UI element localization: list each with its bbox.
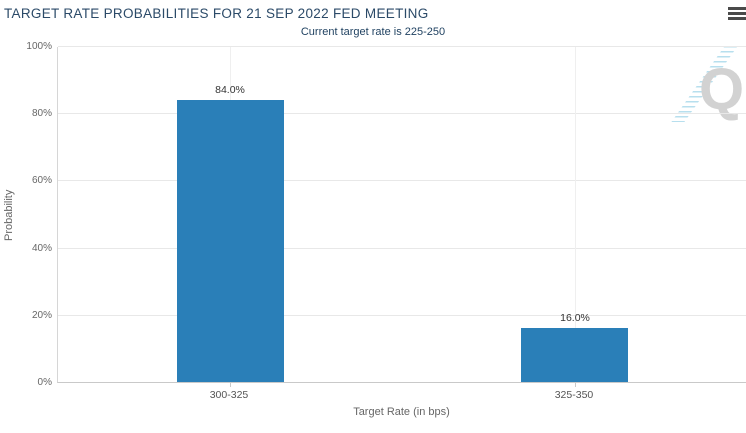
y-tick-label: 100% xyxy=(26,41,52,52)
chart-subtitle: Current target rate is 225-250 xyxy=(300,26,446,38)
y-tick-label: 20% xyxy=(31,309,52,321)
x-axis-title: Target Rate (in bps) xyxy=(353,406,450,418)
menu-bar xyxy=(728,17,746,20)
y-axis-title: Probability xyxy=(3,189,15,241)
x-axis-tick xyxy=(230,382,231,387)
x-axis-tick-labels: 300-325 325-350 xyxy=(57,389,746,403)
x-axis-tick xyxy=(575,382,576,387)
bar-325-350[interactable] xyxy=(521,328,628,382)
bar-value-label: 84.0% xyxy=(215,84,245,96)
x-gridline xyxy=(575,47,576,382)
x-tick-label-300-325: 300-325 xyxy=(209,389,249,401)
y-gridline-60 xyxy=(58,180,746,182)
y-tick-label: 80% xyxy=(31,108,52,120)
x-tick-label-325-350: 325-350 xyxy=(554,389,594,401)
bar-value-label: 16.0% xyxy=(560,312,590,324)
y-tick-label: 60% xyxy=(31,175,52,187)
hamburger-menu-icon[interactable] xyxy=(728,7,746,22)
y-tick-label: 0% xyxy=(37,377,52,388)
y-axis-tick-labels: 0% 20% 40% 60% 80% 100% xyxy=(0,41,52,388)
y-gridline-80 xyxy=(58,113,746,115)
plot-area: 84.0% 16.0% xyxy=(57,46,746,387)
chart-title: TARGET RATE PROBABILITIES FOR 21 SEP 202… xyxy=(4,6,429,21)
menu-bar xyxy=(728,12,746,15)
y-gridline-20 xyxy=(58,314,746,316)
bar-300-325[interactable] xyxy=(177,100,284,382)
y-gridline-100 xyxy=(58,46,746,47)
menu-bar xyxy=(728,7,746,10)
y-gridline-40 xyxy=(58,247,746,249)
y-tick-label: 40% xyxy=(31,242,52,254)
